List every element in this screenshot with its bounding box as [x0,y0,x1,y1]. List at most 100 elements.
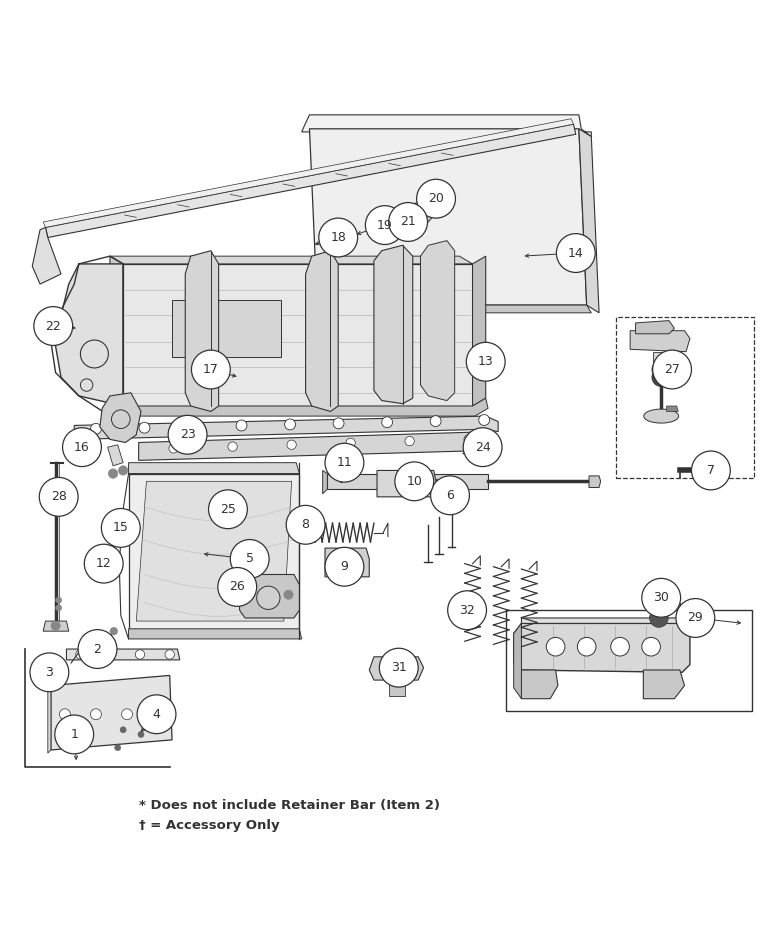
Circle shape [389,203,428,242]
Circle shape [236,420,247,431]
Text: 18: 18 [330,231,346,244]
Circle shape [168,415,207,454]
Circle shape [91,423,102,434]
Text: 7: 7 [707,464,715,477]
Polygon shape [589,476,601,487]
Ellipse shape [644,409,679,423]
Polygon shape [310,128,586,305]
Circle shape [653,350,691,389]
Circle shape [365,206,404,244]
Circle shape [350,558,361,569]
Text: 6: 6 [446,489,454,502]
Circle shape [102,509,140,548]
Circle shape [395,462,434,500]
Circle shape [256,586,280,610]
Polygon shape [522,670,558,699]
Circle shape [611,637,630,656]
Circle shape [417,179,455,218]
Circle shape [464,434,473,444]
Polygon shape [239,575,300,618]
Text: 15: 15 [113,521,129,534]
Circle shape [676,598,715,637]
Circle shape [379,649,418,687]
Text: 31: 31 [391,661,407,674]
Circle shape [135,649,145,659]
Polygon shape [666,406,678,412]
Circle shape [333,418,344,429]
Polygon shape [325,548,369,577]
Circle shape [285,419,296,430]
Circle shape [109,469,118,479]
Text: 24: 24 [475,441,490,454]
Polygon shape [644,670,684,699]
Polygon shape [128,474,300,629]
Circle shape [650,609,668,628]
Circle shape [39,478,78,516]
Text: 11: 11 [336,456,352,469]
Circle shape [192,350,230,389]
Polygon shape [389,198,439,233]
Circle shape [325,548,364,586]
Polygon shape [43,621,69,632]
Polygon shape [636,321,674,334]
Text: 8: 8 [302,518,310,531]
Circle shape [431,476,469,514]
Circle shape [115,745,120,750]
Circle shape [121,709,132,719]
Polygon shape [45,125,576,238]
Polygon shape [185,251,219,412]
Polygon shape [306,251,338,412]
Circle shape [463,428,502,466]
Polygon shape [32,228,61,284]
Circle shape [287,440,296,449]
Text: 12: 12 [96,557,112,570]
Circle shape [120,727,126,733]
Polygon shape [389,680,405,696]
Polygon shape [110,256,472,264]
Text: 14: 14 [568,246,583,260]
Text: 21: 21 [400,215,416,228]
Text: 22: 22 [45,319,61,332]
Polygon shape [432,193,451,217]
Text: * Does not include Retainer Bar (Item 2): * Does not include Retainer Bar (Item 2) [138,800,439,813]
Circle shape [78,630,117,668]
Polygon shape [522,618,690,623]
Polygon shape [421,241,454,400]
Text: 10: 10 [407,475,422,488]
Polygon shape [317,305,591,312]
Polygon shape [630,330,690,352]
Text: 28: 28 [51,490,66,503]
Polygon shape [128,463,300,474]
Circle shape [218,567,256,606]
Circle shape [479,414,490,426]
Circle shape [346,438,355,447]
Polygon shape [138,431,498,461]
Polygon shape [136,481,292,621]
Circle shape [333,558,343,569]
Polygon shape [579,128,599,312]
Circle shape [51,621,60,631]
Polygon shape [100,393,141,443]
Polygon shape [74,416,498,439]
Circle shape [55,715,94,754]
Bar [616,316,755,479]
Circle shape [447,591,486,630]
Text: 19: 19 [377,219,393,231]
Circle shape [30,653,69,692]
Circle shape [284,590,293,599]
Polygon shape [172,299,281,357]
Circle shape [110,628,118,635]
Polygon shape [43,119,573,228]
Circle shape [188,421,199,432]
Circle shape [642,637,661,656]
Circle shape [466,343,505,381]
Circle shape [63,428,102,466]
Circle shape [652,368,670,387]
Circle shape [59,709,70,719]
Circle shape [138,732,144,737]
Circle shape [319,218,357,257]
Polygon shape [108,445,123,465]
Circle shape [547,637,565,656]
Circle shape [691,451,730,490]
Text: 26: 26 [229,581,245,594]
